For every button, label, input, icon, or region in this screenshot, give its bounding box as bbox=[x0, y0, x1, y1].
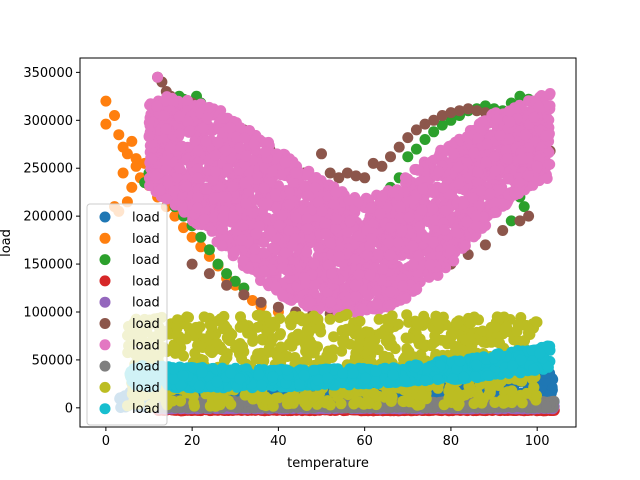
data-point bbox=[121, 148, 133, 160]
data-point bbox=[126, 135, 138, 147]
data-point bbox=[410, 124, 422, 136]
data-point bbox=[479, 239, 491, 251]
data-point bbox=[514, 215, 526, 227]
data-point bbox=[203, 244, 215, 256]
data-point bbox=[402, 151, 414, 163]
data-point bbox=[546, 381, 558, 393]
data-point bbox=[471, 105, 483, 117]
data-point bbox=[324, 167, 336, 179]
data-point bbox=[130, 153, 142, 165]
data-point bbox=[497, 225, 509, 236]
data-point bbox=[411, 283, 423, 295]
data-point bbox=[376, 160, 388, 172]
data-point bbox=[459, 240, 471, 252]
data-point bbox=[195, 231, 207, 243]
data-point bbox=[350, 170, 362, 182]
data-point bbox=[100, 95, 112, 107]
data-point bbox=[397, 280, 408, 292]
data-point bbox=[419, 134, 431, 145]
data-point bbox=[247, 295, 258, 306]
data-point bbox=[238, 289, 250, 301]
data-point bbox=[341, 167, 353, 179]
data-point bbox=[333, 172, 345, 184]
data-point bbox=[514, 90, 526, 102]
data-point bbox=[445, 107, 457, 119]
data-point bbox=[342, 226, 353, 238]
data-point bbox=[454, 105, 465, 117]
data-point bbox=[212, 258, 224, 270]
data-point bbox=[109, 110, 120, 121]
data-point bbox=[436, 119, 448, 131]
data-point bbox=[221, 268, 233, 280]
data-point bbox=[393, 141, 405, 153]
data-point bbox=[176, 140, 188, 152]
data-point bbox=[203, 268, 215, 280]
series-6-points bbox=[143, 71, 556, 320]
data-point bbox=[402, 132, 414, 144]
data-point bbox=[126, 181, 138, 193]
data-point bbox=[518, 201, 530, 213]
data-point bbox=[367, 157, 379, 169]
data-point bbox=[130, 160, 142, 172]
data-point bbox=[192, 145, 204, 157]
data-point bbox=[523, 210, 535, 222]
data-point bbox=[410, 143, 422, 155]
data-point bbox=[178, 222, 189, 234]
data-point bbox=[399, 172, 411, 184]
data-point bbox=[428, 114, 440, 126]
data-point bbox=[255, 296, 267, 308]
data-point bbox=[462, 103, 474, 115]
data-point bbox=[385, 151, 396, 163]
data-point bbox=[195, 241, 207, 253]
data-point bbox=[419, 118, 431, 130]
data-point bbox=[445, 114, 457, 126]
data-point bbox=[436, 110, 448, 121]
data-point bbox=[173, 162, 185, 174]
data-point bbox=[113, 129, 125, 141]
data-point bbox=[100, 118, 112, 130]
data-point bbox=[186, 231, 198, 243]
data-point bbox=[206, 225, 218, 237]
data-point bbox=[186, 258, 198, 270]
data-point bbox=[272, 301, 284, 313]
data-point bbox=[428, 126, 440, 138]
data-point bbox=[316, 148, 327, 160]
data-point bbox=[359, 172, 371, 184]
data-point bbox=[117, 167, 129, 179]
data-point bbox=[505, 215, 517, 227]
data-point bbox=[221, 279, 233, 291]
data-point bbox=[229, 275, 241, 287]
data-point bbox=[427, 203, 439, 215]
